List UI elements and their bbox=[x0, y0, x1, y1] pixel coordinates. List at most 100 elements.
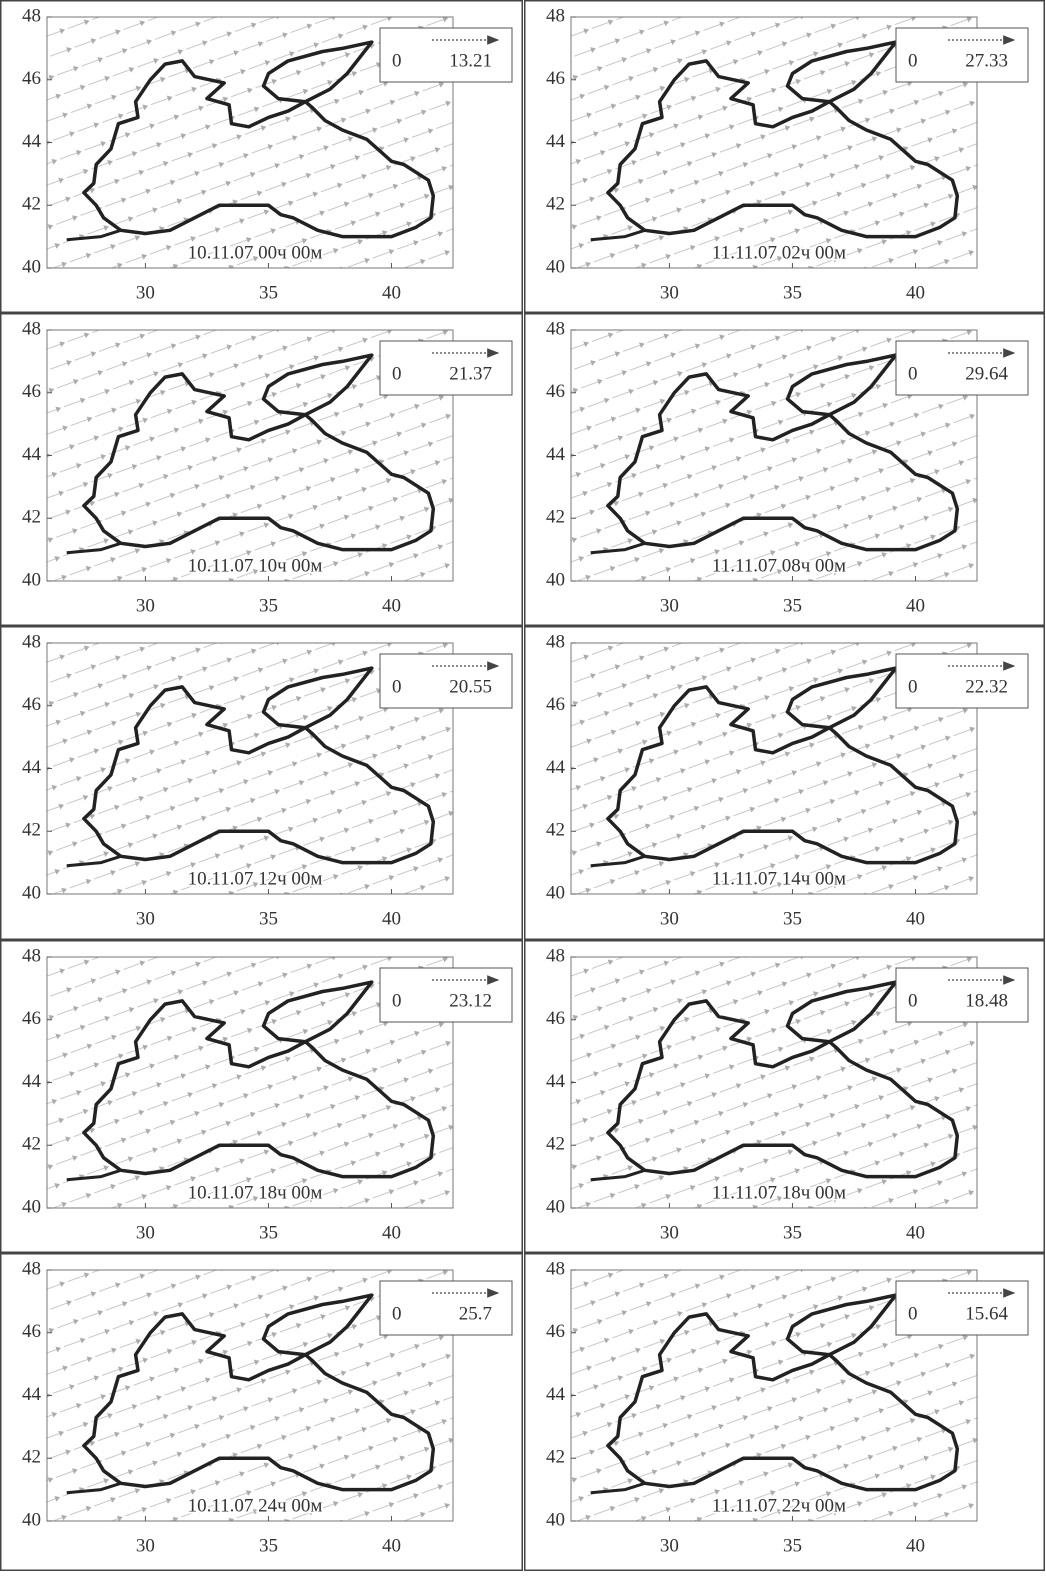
y-tick-label: 48 bbox=[22, 318, 41, 339]
reference-max: 21.37 bbox=[449, 363, 492, 384]
timestamp: 11.11.07 18ч 00м bbox=[712, 1182, 846, 1203]
x-tick-label: 30 bbox=[136, 1222, 155, 1243]
reference-max: 20.55 bbox=[449, 676, 492, 697]
x-tick-label: 35 bbox=[783, 908, 802, 929]
y-tick-label: 42 bbox=[546, 820, 565, 841]
timestamp: 11.11.07 14ч 00м bbox=[712, 868, 846, 889]
reference-max: 13.21 bbox=[449, 50, 492, 71]
y-tick-label: 40 bbox=[22, 882, 41, 903]
page: 40 42 44 46 48 30 35 40 10.11.07 00ч 00м 0 13.21 40… bbox=[0, 0, 1046, 1572]
x-tick-label: 40 bbox=[906, 595, 925, 616]
x-tick-label: 35 bbox=[259, 282, 278, 303]
reference-max: 25.7 bbox=[459, 1303, 492, 1324]
reference-max: 23.12 bbox=[449, 990, 492, 1011]
y-tick-label: 48 bbox=[546, 945, 565, 966]
x-tick-label: 35 bbox=[259, 595, 278, 616]
y-tick-label: 40 bbox=[22, 569, 41, 590]
timestamp: 11.11.07 08ч 00м bbox=[712, 555, 846, 576]
y-tick-label: 44 bbox=[546, 1071, 566, 1092]
y-tick-label: 40 bbox=[546, 256, 565, 277]
x-tick-label: 35 bbox=[783, 282, 802, 303]
y-tick-label: 42 bbox=[546, 194, 565, 215]
y-tick-label: 42 bbox=[546, 507, 565, 528]
timestamp: 11.11.07 02ч 00м bbox=[712, 242, 846, 263]
x-tick-label: 40 bbox=[906, 1222, 925, 1243]
y-tick-label: 42 bbox=[546, 1134, 565, 1155]
x-tick-label: 40 bbox=[906, 1535, 925, 1556]
y-tick-label: 46 bbox=[22, 1321, 41, 1342]
x-tick-label: 35 bbox=[783, 1535, 802, 1556]
y-tick-label: 42 bbox=[546, 1447, 565, 1468]
timestamp: 10.11.07 24ч 00м bbox=[188, 1495, 323, 1516]
y-tick-label: 42 bbox=[22, 1134, 41, 1155]
y-tick-label: 48 bbox=[22, 631, 41, 652]
figure: 40 42 44 46 48 30 35 40 10.11.07 00ч 00м 0 13.21 40… bbox=[0, 0, 1046, 1572]
reference-min: 0 bbox=[392, 363, 402, 384]
y-tick-label: 46 bbox=[22, 1008, 41, 1029]
y-tick-label: 44 bbox=[546, 444, 566, 465]
x-tick-label: 35 bbox=[259, 1535, 278, 1556]
y-tick-label: 46 bbox=[22, 694, 41, 715]
reference-min: 0 bbox=[908, 1303, 918, 1324]
y-tick-label: 40 bbox=[546, 569, 565, 590]
y-tick-label: 40 bbox=[22, 1196, 41, 1217]
y-tick-label: 44 bbox=[546, 757, 566, 778]
reference-min: 0 bbox=[908, 50, 918, 71]
y-tick-label: 46 bbox=[546, 694, 565, 715]
y-tick-label: 42 bbox=[22, 194, 41, 215]
x-tick-label: 40 bbox=[382, 1535, 401, 1556]
timestamp: 10.11.07 10ч 00м bbox=[188, 555, 323, 576]
y-tick-label: 46 bbox=[546, 381, 565, 402]
reference-min: 0 bbox=[908, 363, 918, 384]
reference-min: 0 bbox=[392, 676, 402, 697]
x-tick-label: 40 bbox=[906, 908, 925, 929]
y-tick-label: 48 bbox=[546, 1258, 565, 1279]
y-tick-label: 46 bbox=[22, 381, 41, 402]
x-tick-label: 30 bbox=[136, 908, 155, 929]
map-panel: 40 42 44 46 48 30 35 40 11.11.07 22ч 00м 0 15.64 bbox=[525, 1254, 1045, 1571]
y-tick-label: 40 bbox=[546, 1509, 565, 1530]
reference-min: 0 bbox=[392, 990, 402, 1011]
x-tick-label: 30 bbox=[660, 908, 679, 929]
y-tick-label: 46 bbox=[546, 1321, 565, 1342]
y-tick-label: 48 bbox=[546, 5, 565, 26]
y-tick-label: 44 bbox=[546, 1384, 566, 1405]
reference-max: 29.64 bbox=[965, 363, 1008, 384]
timestamp: 10.11.07 18ч 00м bbox=[188, 1182, 323, 1203]
reference-max: 15.64 bbox=[965, 1303, 1008, 1324]
y-tick-label: 42 bbox=[22, 1447, 41, 1468]
x-tick-label: 30 bbox=[660, 1535, 679, 1556]
x-tick-label: 35 bbox=[259, 1222, 278, 1243]
reference-min: 0 bbox=[392, 50, 402, 71]
y-tick-label: 46 bbox=[546, 1008, 565, 1029]
reference-min: 0 bbox=[908, 990, 918, 1011]
x-tick-label: 30 bbox=[136, 1535, 155, 1556]
y-tick-label: 44 bbox=[22, 131, 42, 152]
reference-max: 27.33 bbox=[965, 50, 1008, 71]
timestamp: 10.11.07 00ч 00м bbox=[188, 242, 323, 263]
x-tick-label: 35 bbox=[259, 908, 278, 929]
timestamp: 11.11.07 22ч 00м bbox=[712, 1495, 846, 1516]
y-tick-label: 48 bbox=[22, 5, 41, 26]
x-tick-label: 30 bbox=[136, 595, 155, 616]
y-tick-label: 44 bbox=[22, 757, 42, 778]
x-tick-label: 40 bbox=[382, 908, 401, 929]
y-tick-label: 44 bbox=[22, 1384, 42, 1405]
y-tick-label: 44 bbox=[22, 444, 42, 465]
y-tick-label: 48 bbox=[546, 631, 565, 652]
reference-min: 0 bbox=[392, 1303, 402, 1324]
y-tick-label: 42 bbox=[22, 820, 41, 841]
y-tick-label: 40 bbox=[546, 882, 565, 903]
x-tick-label: 30 bbox=[660, 595, 679, 616]
x-tick-label: 35 bbox=[783, 595, 802, 616]
map-panel: 404244464830354010.11.07 18ч 00м023.12 bbox=[1, 941, 523, 1253]
reference-max: 22.32 bbox=[965, 676, 1008, 697]
